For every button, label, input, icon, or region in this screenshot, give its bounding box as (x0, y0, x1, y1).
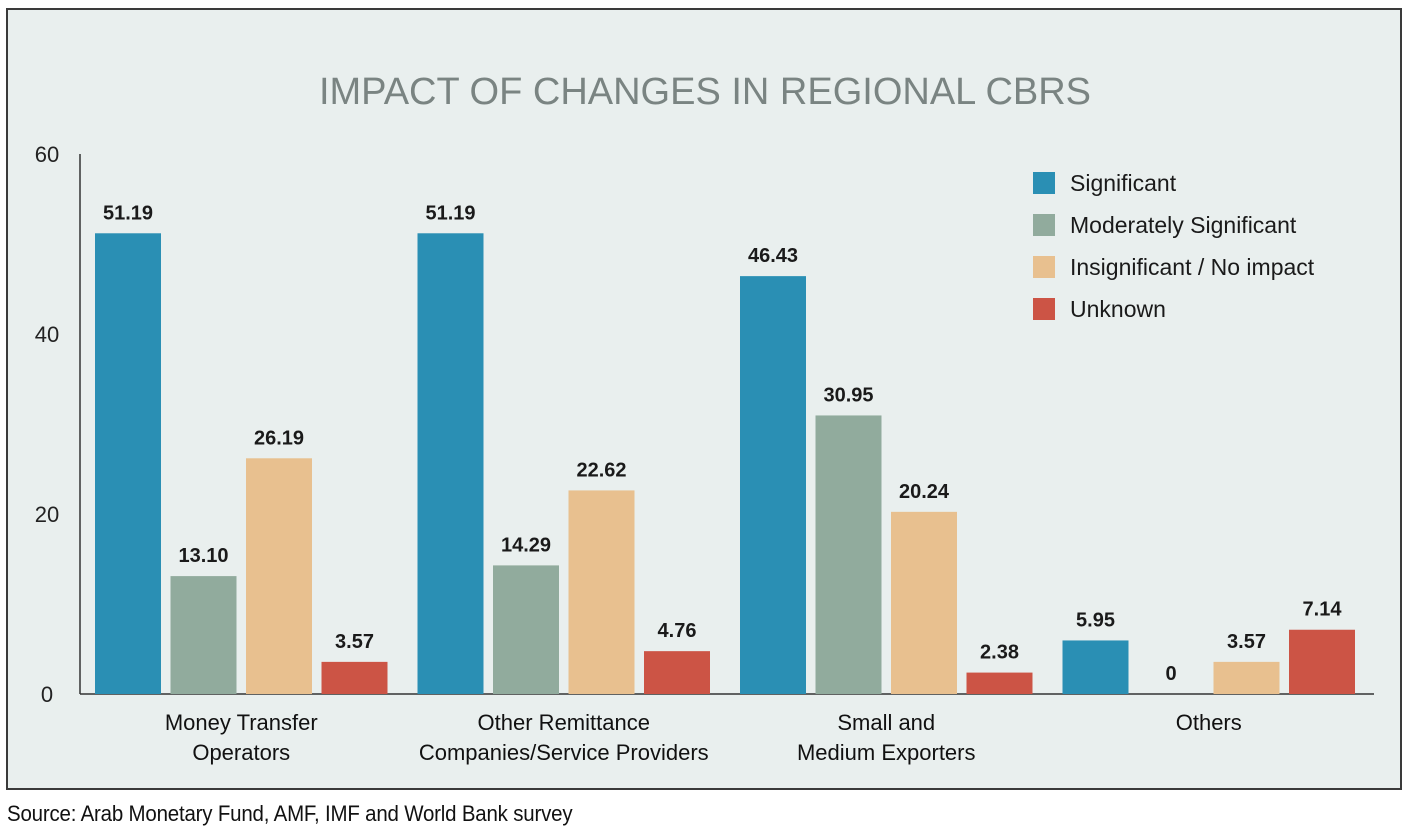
bar (95, 233, 161, 695)
legend-swatch (1033, 172, 1055, 194)
legend: Significant Moderately Significant Insigni… (1033, 170, 1315, 322)
bar (321, 661, 388, 694)
bar (1213, 661, 1280, 694)
legend-swatch (1033, 214, 1055, 236)
data-label: 20.24 (899, 481, 950, 503)
bar (170, 576, 237, 694)
y-tick-label: 40 (35, 322, 59, 347)
bar (493, 565, 559, 694)
bar (246, 458, 312, 694)
bars (95, 233, 1355, 695)
category-label: Money Transfer (165, 710, 318, 735)
bar (966, 672, 1033, 694)
bar (644, 651, 710, 694)
data-label: 0 (1165, 663, 1176, 685)
bar (568, 490, 635, 694)
legend-label: Unknown (1070, 296, 1166, 322)
category-label: Companies/Service Providers (419, 740, 709, 765)
data-label: 4.76 (658, 620, 697, 642)
data-label: 3.57 (1227, 631, 1266, 653)
bar (1062, 640, 1129, 694)
data-label: 14.29 (501, 534, 551, 556)
category-label: Operators (192, 740, 290, 765)
chart-title: IMPACT OF CHANGES IN REGIONAL CBRS (319, 71, 1091, 113)
legend-label: Significant (1070, 170, 1177, 196)
data-label: 7.14 (1303, 599, 1343, 621)
category-label: Medium Exporters (797, 740, 976, 765)
data-label: 26.19 (254, 427, 304, 449)
data-label: 2.38 (980, 642, 1019, 664)
data-label: 30.95 (823, 384, 873, 406)
bar (740, 276, 806, 694)
data-labels: 51.19 13.10 26.19 3.57 51.19 14.29 22.62 4.76 46… (103, 202, 1342, 685)
axes: 0 20 40 60 Money Transfer Operators Other Remi… (35, 142, 1374, 765)
bar-chart: IMPACT OF CHANGES IN REGIONAL CBRS 0 20 40… (35, 71, 1374, 765)
legend-swatch (1033, 256, 1055, 278)
data-label: 46.43 (748, 245, 798, 267)
category-label: Small and (837, 710, 935, 735)
data-label: 51.19 (103, 202, 153, 224)
data-label: 51.19 (425, 202, 475, 224)
data-label: 5.95 (1076, 609, 1115, 631)
bar (891, 511, 957, 694)
bar (417, 233, 484, 695)
category-label: Others (1176, 710, 1242, 735)
bar (1289, 629, 1355, 694)
y-tick-label: 20 (35, 502, 59, 527)
data-label: 13.10 (178, 545, 228, 567)
legend-label: Moderately Significant (1070, 212, 1297, 238)
y-tick-label: 60 (35, 142, 59, 167)
bar (815, 415, 882, 694)
legend-label: Insignificant / No impact (1070, 254, 1315, 280)
y-tick-label: 0 (41, 682, 53, 707)
data-label: 3.57 (335, 631, 374, 653)
legend-swatch (1033, 298, 1055, 320)
source-note: Source: Arab Monetary Fund, AMF, IMF and… (7, 801, 573, 826)
data-label: 22.62 (576, 459, 626, 481)
category-label: Other Remittance (478, 710, 650, 735)
